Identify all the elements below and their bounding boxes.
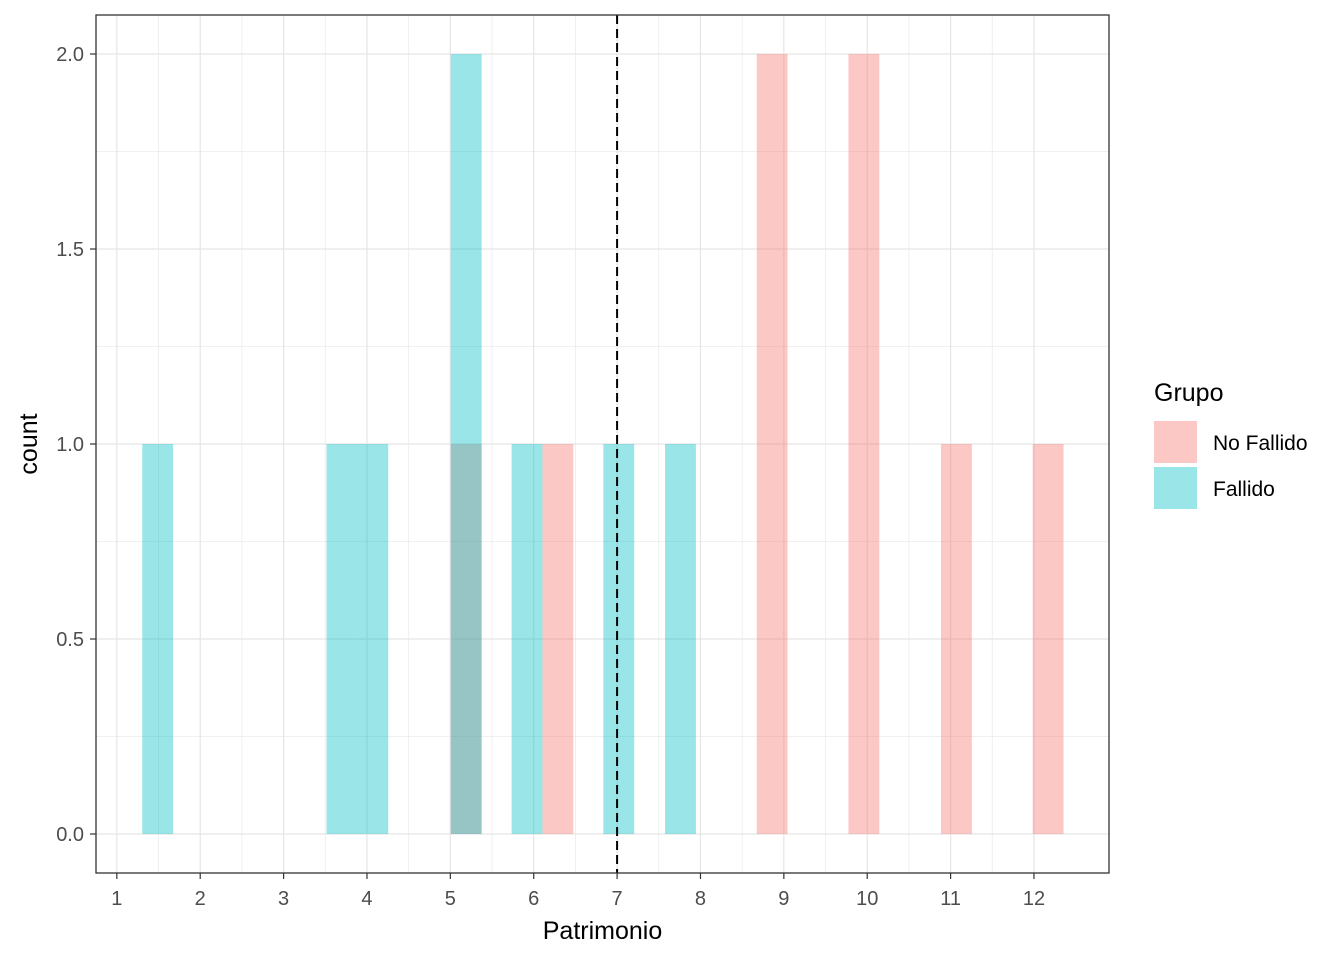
legend: Grupo No Fallido Fallido — [1154, 379, 1308, 509]
y-tick-label: 1.0 — [56, 434, 84, 456]
bar-fallido — [603, 444, 635, 834]
y-axis-title: count — [15, 413, 43, 474]
legend-label-no-fallido: No Fallido — [1213, 432, 1308, 455]
bar-fallido — [357, 444, 389, 834]
axis-ticks: 1 2 3 4 5 6 7 8 9 10 11 120.00.51.01.52.0 — [56, 44, 1045, 910]
x-tick-label: 5 — [445, 888, 456, 910]
bar-no-fallido — [756, 54, 788, 834]
x-tick-label: 4 — [361, 888, 372, 910]
bar-no-fallido — [542, 444, 574, 834]
x-tick-label: 2 — [195, 888, 206, 910]
y-tick-label: 0.5 — [56, 629, 84, 651]
x-tick-label: 1 — [111, 888, 122, 910]
legend-label-fallido: Fallido — [1213, 478, 1275, 501]
x-tick-label: 9 — [778, 888, 789, 910]
bar-no-fallido — [941, 444, 972, 834]
bar-fallido — [450, 54, 482, 834]
legend-key-no-fallido — [1154, 421, 1197, 463]
y-tick-label: 2.0 — [56, 44, 84, 66]
bar-no-fallido — [450, 444, 482, 834]
bar-fallido — [511, 444, 543, 834]
bar-fallido — [665, 444, 696, 834]
bar-no-fallido — [1032, 444, 1064, 834]
y-tick-label: 0.0 — [56, 824, 84, 846]
bar-no-fallido — [848, 54, 880, 834]
x-axis-title: Patrimonio — [543, 917, 663, 945]
x-tick-label: 8 — [695, 888, 706, 910]
x-tick-label: 10 — [856, 888, 878, 910]
histogram-bars — [142, 54, 1064, 834]
y-tick-label: 1.5 — [56, 239, 84, 261]
x-tick-label: 6 — [528, 888, 539, 910]
x-tick-label: 7 — [612, 888, 623, 910]
legend-title: Grupo — [1154, 379, 1223, 407]
legend-key-fallido — [1154, 467, 1197, 509]
bar-fallido — [326, 444, 358, 834]
x-tick-label: 12 — [1023, 888, 1045, 910]
x-tick-label: 11 — [940, 888, 961, 910]
bar-fallido — [142, 444, 174, 834]
x-tick-label: 3 — [278, 888, 289, 910]
